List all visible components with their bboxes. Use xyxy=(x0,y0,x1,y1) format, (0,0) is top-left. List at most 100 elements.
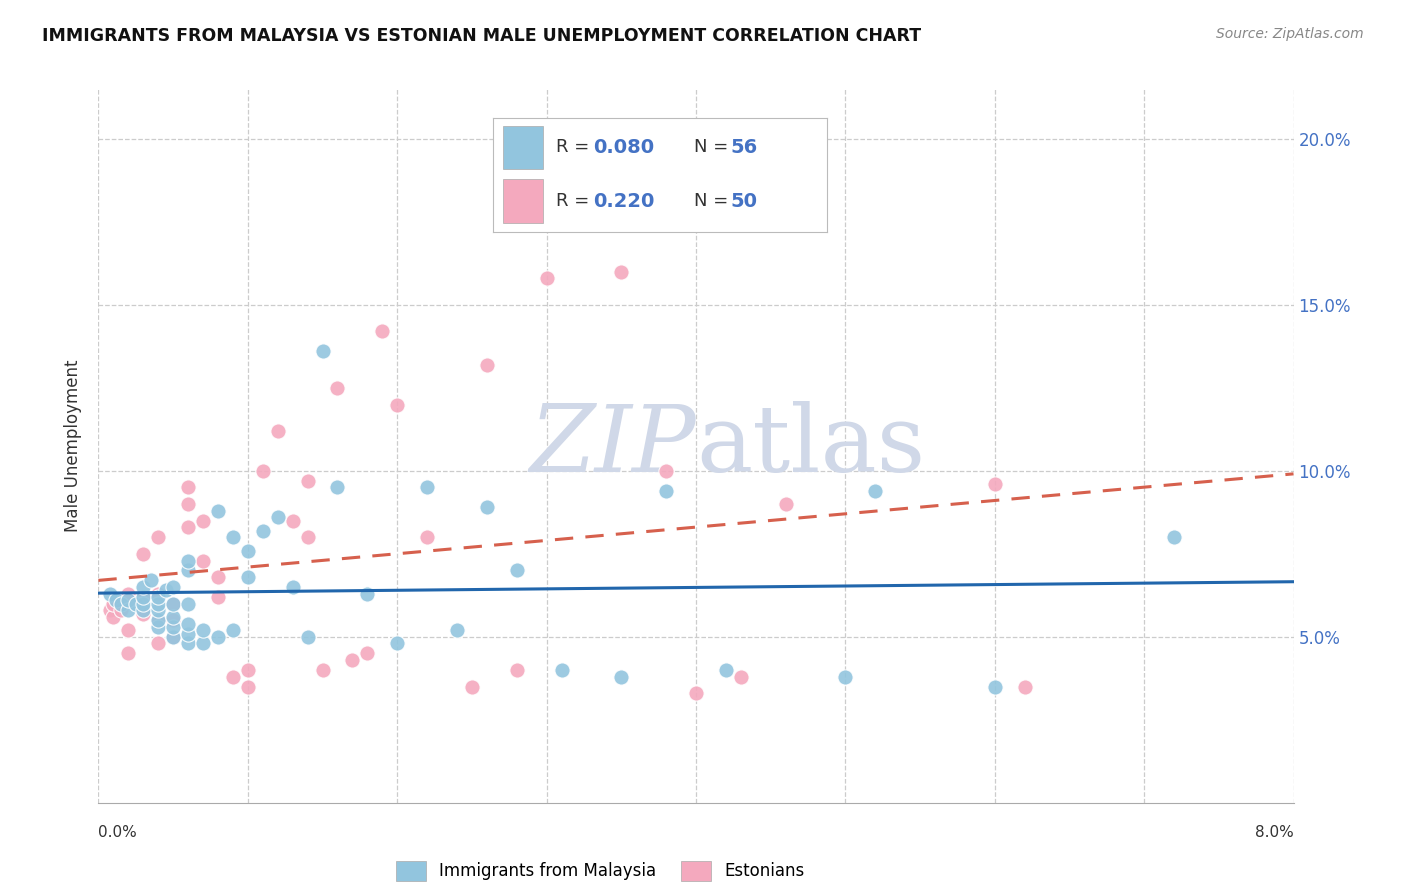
Point xyxy=(1163,530,1185,544)
Point xyxy=(177,564,200,578)
Point xyxy=(177,626,200,640)
Point xyxy=(236,680,259,694)
Point xyxy=(132,547,155,561)
Point xyxy=(236,543,259,558)
Point xyxy=(356,647,378,661)
Point xyxy=(148,530,170,544)
Point xyxy=(155,583,177,598)
Point xyxy=(207,590,229,604)
Point xyxy=(162,630,184,644)
Text: 8.0%: 8.0% xyxy=(1254,825,1294,840)
Point xyxy=(446,624,468,638)
Point xyxy=(342,653,364,667)
Point xyxy=(416,530,439,544)
Point xyxy=(110,597,132,611)
Point xyxy=(162,610,184,624)
Point xyxy=(139,574,162,588)
Text: atlas: atlas xyxy=(696,401,925,491)
Point xyxy=(267,510,290,524)
Point xyxy=(207,570,229,584)
Point xyxy=(132,607,155,621)
Point xyxy=(236,570,259,584)
Point xyxy=(117,603,139,617)
Point xyxy=(117,587,139,601)
Point xyxy=(550,663,572,677)
Point xyxy=(148,620,170,634)
Point xyxy=(416,481,439,495)
Point xyxy=(297,630,319,644)
Point xyxy=(162,613,184,627)
Point xyxy=(162,597,184,611)
Point xyxy=(655,464,678,478)
Point xyxy=(103,597,125,611)
Point xyxy=(267,424,290,438)
Point xyxy=(98,587,122,601)
Point xyxy=(281,580,304,594)
Point xyxy=(148,603,170,617)
Point xyxy=(385,397,409,411)
Point xyxy=(110,603,132,617)
Point xyxy=(252,524,274,538)
Point xyxy=(177,597,200,611)
Point xyxy=(311,344,333,359)
Point xyxy=(356,587,378,601)
Point xyxy=(655,483,678,498)
Y-axis label: Male Unemployment: Male Unemployment xyxy=(65,359,83,533)
Point xyxy=(207,504,229,518)
Point xyxy=(475,358,498,372)
Point xyxy=(162,597,184,611)
Point xyxy=(281,514,304,528)
Point xyxy=(326,481,349,495)
Point xyxy=(177,553,200,567)
Point xyxy=(385,636,409,650)
Point xyxy=(191,553,214,567)
Point xyxy=(834,670,856,684)
Point xyxy=(148,590,170,604)
Point xyxy=(177,616,200,631)
Point xyxy=(162,630,184,644)
Point xyxy=(148,597,170,611)
Point xyxy=(983,680,1005,694)
Point xyxy=(117,647,139,661)
Point xyxy=(148,587,170,601)
Point xyxy=(222,670,245,684)
Point xyxy=(148,636,170,650)
Point xyxy=(983,477,1005,491)
Text: IMMIGRANTS FROM MALAYSIA VS ESTONIAN MALE UNEMPLOYMENT CORRELATION CHART: IMMIGRANTS FROM MALAYSIA VS ESTONIAN MAL… xyxy=(42,27,921,45)
Point xyxy=(177,481,200,495)
Point xyxy=(132,597,155,611)
Point xyxy=(536,271,558,285)
Point xyxy=(117,624,139,638)
Point xyxy=(132,580,155,594)
Text: ZIP: ZIP xyxy=(529,401,696,491)
Point xyxy=(132,590,155,604)
Point xyxy=(311,663,333,677)
Point xyxy=(191,514,214,528)
Point xyxy=(191,624,214,638)
Point xyxy=(1014,680,1036,694)
Point xyxy=(252,464,274,478)
Point xyxy=(863,483,886,498)
Point xyxy=(297,530,319,544)
Point xyxy=(117,593,139,607)
Point xyxy=(207,630,229,644)
Point xyxy=(506,564,529,578)
Point xyxy=(148,613,170,627)
Point xyxy=(162,580,184,594)
Point xyxy=(236,663,259,677)
Point xyxy=(297,474,319,488)
Point xyxy=(685,686,707,700)
Text: 0.0%: 0.0% xyxy=(98,825,138,840)
Point xyxy=(610,670,633,684)
Point xyxy=(222,624,245,638)
Point xyxy=(177,520,200,534)
Text: Source: ZipAtlas.com: Source: ZipAtlas.com xyxy=(1216,27,1364,41)
Point xyxy=(475,500,498,515)
Point xyxy=(610,265,633,279)
Point xyxy=(125,597,148,611)
Point xyxy=(132,590,155,604)
Point xyxy=(326,381,349,395)
Point xyxy=(775,497,797,511)
Point xyxy=(506,663,529,677)
Point xyxy=(98,603,122,617)
